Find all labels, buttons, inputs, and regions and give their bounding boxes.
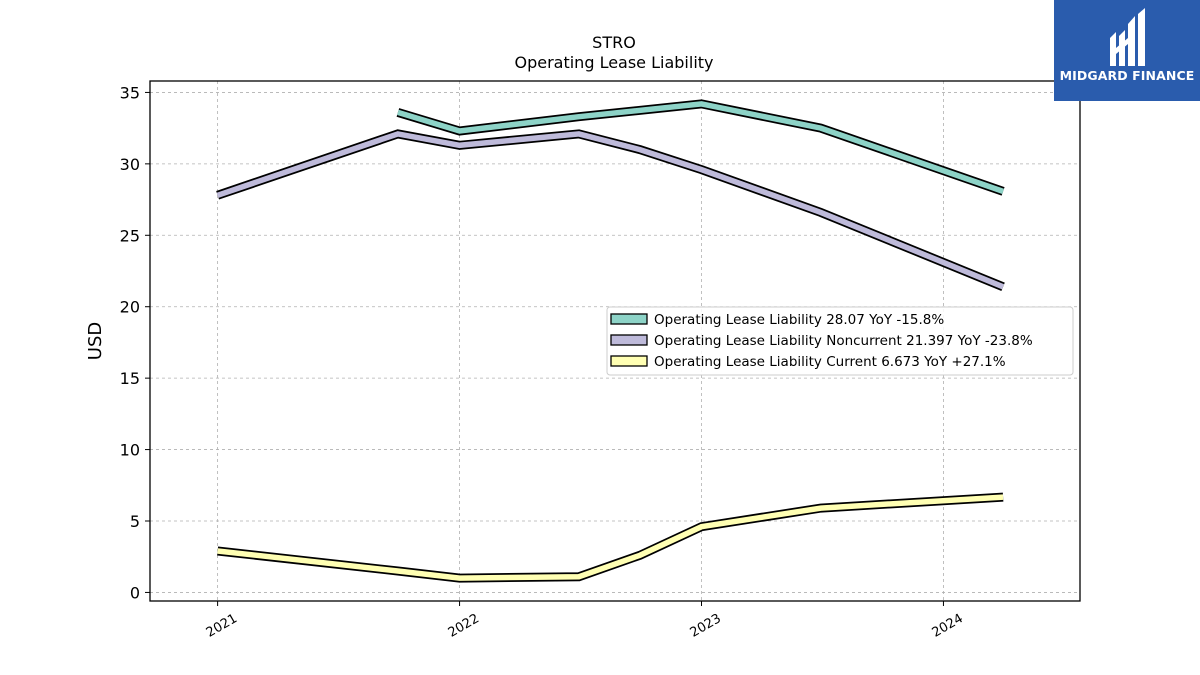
legend-label-liability: Operating Lease Liability 28.07 YoY -15.… <box>654 312 944 328</box>
y-tick-label: 30 <box>120 155 140 174</box>
y-tick-label: 0 <box>130 583 140 602</box>
series-line-operating-lease-liability-noncurrent <box>216 131 1005 290</box>
plot-frame <box>149 80 1081 602</box>
y-tick-label: 20 <box>120 298 140 317</box>
y-tick-label: 25 <box>120 226 140 245</box>
series-lines <box>216 99 1005 583</box>
legend-frame <box>606 306 1074 376</box>
brand-name: MIDGARD FINANCE <box>1059 68 1195 83</box>
x-axis-ticks: 2021 2022 2023 2024 <box>204 601 966 641</box>
x-tick-label: 2023 <box>688 611 724 641</box>
legend: Operating Lease Liability 28.07 YoY -15.… <box>606 306 1074 376</box>
chart-title: STRO <box>592 33 636 52</box>
series-outline-operating-lease-liability <box>396 99 1005 196</box>
x-tick-label: 2024 <box>930 611 966 641</box>
legend-swatch-noncurrent <box>610 334 648 346</box>
y-axis-ticks: 0 5 10 15 20 25 30 35 <box>120 83 150 602</box>
y-tick-label: 35 <box>120 83 140 102</box>
x-tick-label: 2021 <box>204 611 240 641</box>
legend-swatch-current <box>610 355 648 367</box>
y-tick-label: 10 <box>120 441 140 460</box>
x-tick-label: 2022 <box>446 611 482 641</box>
midgard-logo-icon <box>1110 8 1145 66</box>
series-line-operating-lease-liability <box>397 101 1005 194</box>
legend-swatch-liability <box>610 313 648 325</box>
brand-logo: MIDGARD FINANCE <box>1054 0 1200 101</box>
legend-label-current: Operating Lease Liability Current 6.673 … <box>654 354 1006 370</box>
legend-label-noncurrent: Operating Lease Liability Noncurrent 21.… <box>654 333 1033 349</box>
y-tick-label: 15 <box>120 369 140 388</box>
y-axis-label: USD <box>85 322 106 360</box>
y-tick-label: 5 <box>130 512 140 531</box>
chart-subtitle: Operating Lease Liability <box>514 53 713 72</box>
series-line-operating-lease-liability-current <box>217 494 1004 581</box>
